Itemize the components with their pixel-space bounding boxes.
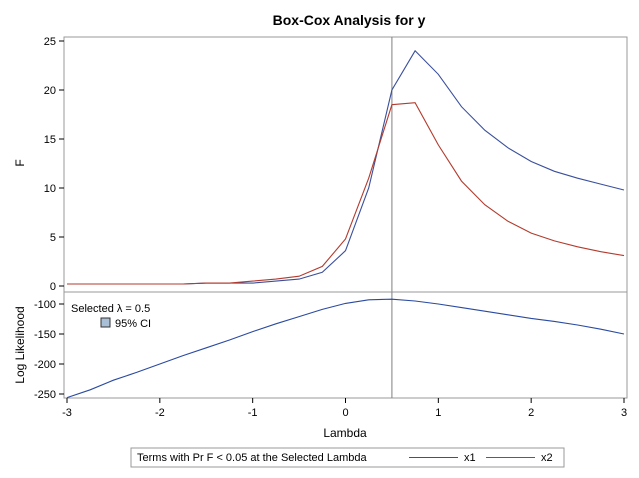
y-tick-label: -200 bbox=[34, 359, 56, 371]
y-tick-label: 5 bbox=[50, 232, 56, 244]
x-tick-label: -1 bbox=[248, 407, 258, 419]
x-tick-label: 1 bbox=[435, 407, 441, 419]
series-line-x1 bbox=[67, 49, 625, 285]
y-tick-label: -150 bbox=[34, 329, 56, 341]
ci-label: 95% CI bbox=[115, 318, 151, 330]
x-tick-label: -3 bbox=[62, 407, 72, 419]
y-axis-label-log-likelihood: Log Likelihood bbox=[13, 306, 27, 383]
x-tick-label: 0 bbox=[342, 407, 348, 419]
legend-title: Terms with Pr F < 0.05 at the Selected L… bbox=[137, 452, 367, 464]
x-tick-label: 2 bbox=[528, 407, 534, 419]
series-line-x2 bbox=[67, 102, 625, 285]
x-tick-label: -2 bbox=[155, 407, 165, 419]
log-likelihood-line bbox=[66, 298, 625, 399]
x-axis: -3 -2 -1 0 1 2 3 bbox=[62, 398, 627, 419]
legend-label-x2: x2 bbox=[541, 452, 553, 464]
x-tick-label: 3 bbox=[621, 407, 627, 419]
log-likelihood-panel: -250 -200 -150 -100 Selected λ = 0.5 95% CI bbox=[34, 291, 628, 401]
y-tick-label: 25 bbox=[44, 36, 56, 48]
f-panel: 0 5 10 15 20 25 bbox=[44, 36, 628, 293]
legend-label-x1: x1 bbox=[464, 452, 476, 464]
y-tick-label: 10 bbox=[44, 183, 56, 195]
y-axis-label-f: F bbox=[13, 159, 27, 166]
y-tick-label: 15 bbox=[44, 134, 56, 146]
y-tick-label: -250 bbox=[34, 389, 56, 401]
y-tick-label: -100 bbox=[34, 299, 56, 311]
chart-title: Box-Cox Analysis for y bbox=[273, 12, 426, 28]
selected-lambda-annotation: Selected λ = 0.5 bbox=[71, 303, 150, 315]
legend: Terms with Pr F < 0.05 at the Selected L… bbox=[130, 447, 565, 468]
legend-box bbox=[130, 447, 565, 468]
y-tick-label: 20 bbox=[44, 85, 56, 97]
ci-swatch bbox=[100, 317, 111, 328]
plot-frame bbox=[63, 36, 628, 293]
y-tick-label: 0 bbox=[50, 281, 56, 293]
x-axis-label: Lambda bbox=[323, 426, 367, 440]
